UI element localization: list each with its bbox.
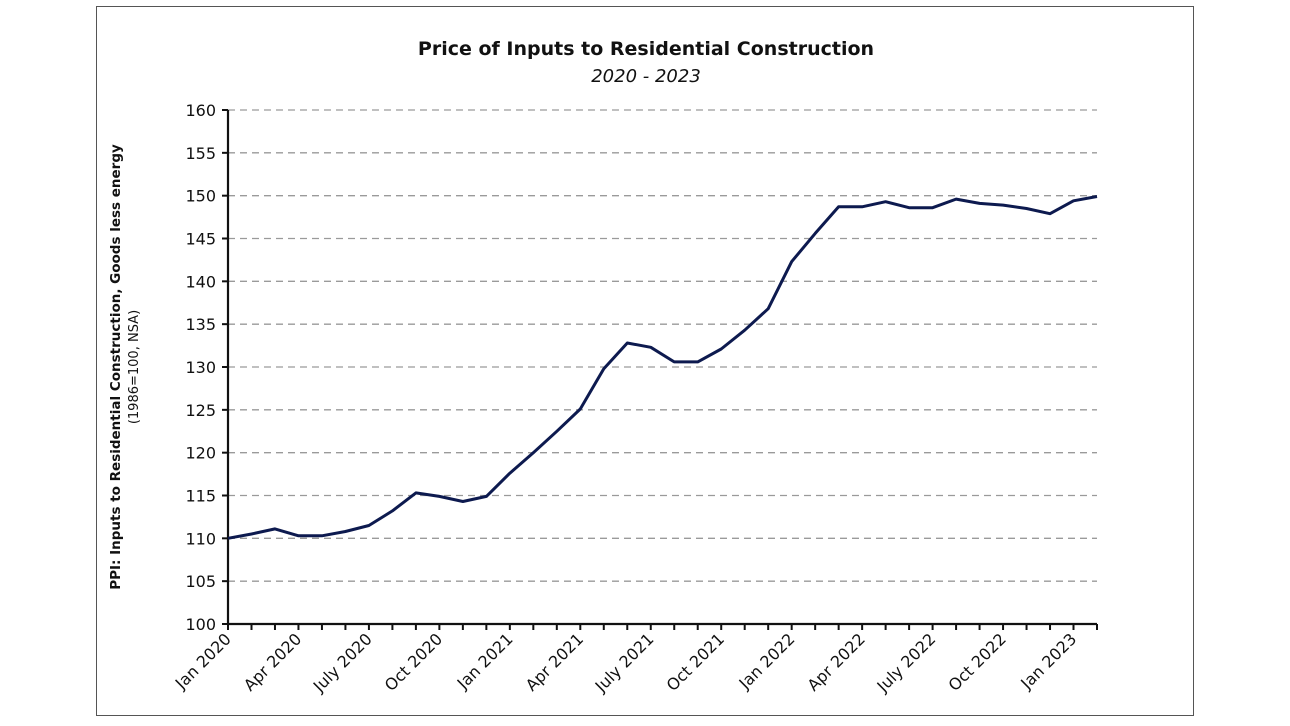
gridlines xyxy=(228,109,1097,582)
x-tick-label: Apr 2022 xyxy=(804,629,869,694)
x-tick-label: July 2022 xyxy=(873,629,940,696)
x-tick-label: Jan 2021 xyxy=(453,629,517,693)
y-tick-label: 135 xyxy=(185,315,216,334)
y-tick-label: 120 xyxy=(185,444,216,463)
x-tick-label: Jan 2020 xyxy=(171,629,235,693)
x-tick-label: Apr 2021 xyxy=(522,629,587,694)
x-tick-label: Oct 2020 xyxy=(381,629,446,694)
y-tick-label: 125 xyxy=(185,401,216,420)
chart-title: Price of Inputs to Residential Construct… xyxy=(418,38,874,60)
x-tick-label: July 2020 xyxy=(309,629,376,696)
y-axis-label: PPI: Inputs to Residential Construction,… xyxy=(108,144,124,590)
y-axis-ticks: 100 105 110 115 120 125 130 135 140 145 150 155 160 xyxy=(185,101,228,634)
x-tick-label: July 2021 xyxy=(591,629,658,696)
y-tick-label: 140 xyxy=(185,272,216,291)
y-tick-label: 145 xyxy=(185,230,216,249)
x-tick-label: Oct 2021 xyxy=(663,629,728,694)
chart-frame xyxy=(96,6,1194,716)
y-tick-label: 160 xyxy=(185,101,216,120)
y-tick-label: 110 xyxy=(185,529,216,548)
x-tick-label: Apr 2020 xyxy=(240,629,305,694)
y-tick-label: 150 xyxy=(185,187,216,206)
y-axis-label-note: (1986=100, NSA) xyxy=(127,310,142,424)
series-line xyxy=(227,195,1098,540)
chart-subtitle: 2020 - 2023 xyxy=(591,66,701,87)
y-tick-label: 105 xyxy=(185,572,216,591)
y-tick-label: 130 xyxy=(185,358,216,377)
y-tick-label: 100 xyxy=(185,615,216,634)
series-group xyxy=(227,195,1098,540)
x-axis-ticks: Jan 2020 Apr 2020 July 2020 Oct 2020 Jan 202… xyxy=(171,624,1098,696)
x-tick-label: Jan 2022 xyxy=(735,629,799,693)
x-tick-label: Jan 2023 xyxy=(1016,629,1080,693)
x-tick-label: Oct 2022 xyxy=(944,629,1009,694)
y-tick-label: 115 xyxy=(185,487,216,506)
y-tick-label: 155 xyxy=(185,144,216,163)
